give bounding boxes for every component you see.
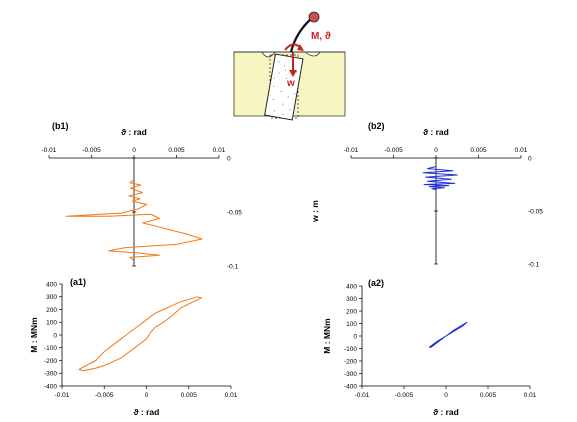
series-line-cyclic-response bbox=[65, 179, 203, 261]
y-tick-label: 200 bbox=[346, 308, 357, 315]
loading-arm bbox=[289, 17, 313, 53]
x-tick-label: -0.01 bbox=[355, 392, 370, 399]
x-tick-label: 0 bbox=[132, 147, 136, 154]
y-tick-label: 0 bbox=[227, 156, 231, 163]
y-tick-label: -200 bbox=[44, 358, 57, 365]
y-tick-label: 0 bbox=[353, 333, 357, 340]
displacement-arrowhead-icon bbox=[289, 70, 297, 77]
x-tick-label: -0.005 bbox=[384, 147, 403, 154]
moment-rotation-label: M, ϑ bbox=[311, 31, 331, 42]
y-tick-label: -300 bbox=[344, 371, 357, 378]
x-tick-label: -0.01 bbox=[42, 147, 57, 154]
displacement-label: w bbox=[286, 78, 295, 89]
rotation-arrowhead-icon bbox=[297, 44, 304, 51]
x-tick-label: 0 bbox=[145, 392, 149, 399]
y-tick-label: -0.05 bbox=[227, 210, 242, 217]
y-tick-label: -0.1 bbox=[227, 264, 239, 271]
x-axis-label: ϑ : rad bbox=[423, 127, 449, 137]
panel-label-b2: (b2) bbox=[368, 121, 385, 131]
y-tick-label: -300 bbox=[44, 371, 57, 378]
x-axis-label: ϑ : rad bbox=[433, 407, 459, 417]
y-axis-label: M : MNm bbox=[322, 318, 332, 354]
chart-a1: 400 300 200 100 0 -100 -200 -300 -400 -0.01 -0.005… bbox=[29, 281, 238, 417]
y-tick-label: 400 bbox=[46, 281, 57, 288]
panel-label-a2: (a2) bbox=[368, 278, 384, 288]
x-tick-label: 0 bbox=[444, 392, 448, 399]
panel-label-a1: (a1) bbox=[70, 277, 86, 287]
y-tick-label: -400 bbox=[344, 383, 357, 390]
y-tick-label: -200 bbox=[344, 358, 357, 365]
x-tick-label: 0.005 bbox=[480, 392, 497, 399]
x-tick-label: -0.005 bbox=[95, 392, 114, 399]
series-line-cyclic-response bbox=[422, 166, 458, 191]
y-tick-label: 300 bbox=[46, 294, 57, 301]
x-tick-label: -0.01 bbox=[55, 392, 70, 399]
chart-b1: -0.01 -0.005 0 0.005 0.01 ϑ : rad 0 -0.05 -0.1 bbox=[42, 127, 243, 271]
chart-a2: 400 300 200 100 0 -100 -200 -300 -400 -0.01 -0.005… bbox=[322, 283, 537, 417]
y-tick-label: -0.05 bbox=[528, 209, 543, 216]
y-tick-label: 200 bbox=[46, 307, 57, 314]
x-axis-label: ϑ : rad bbox=[134, 407, 160, 417]
x-tick-label: -0.005 bbox=[82, 147, 101, 154]
x-tick-label: 0.01 bbox=[225, 392, 238, 399]
panel-label-b1: (b1) bbox=[52, 121, 69, 131]
x-tick-label: 0.01 bbox=[515, 147, 528, 154]
y-tick-label: 100 bbox=[46, 320, 57, 327]
x-tick-label: 0.01 bbox=[524, 392, 537, 399]
y-tick-label: 100 bbox=[346, 321, 357, 328]
x-tick-label: 0.005 bbox=[168, 147, 185, 154]
y-tick-label: 0 bbox=[528, 156, 532, 163]
y-tick-label: 300 bbox=[346, 296, 357, 303]
y-tick-label: -100 bbox=[44, 345, 57, 352]
y-tick-label: 0 bbox=[53, 332, 57, 339]
x-tick-label: 0 bbox=[434, 147, 438, 154]
y-axis-label: w : m bbox=[310, 200, 320, 223]
caisson-diagram: M, ϑ w bbox=[233, 11, 346, 121]
x-tick-label: 0.01 bbox=[213, 147, 226, 154]
x-tick-label: 0.005 bbox=[470, 147, 487, 154]
y-tick-label: -100 bbox=[344, 346, 357, 353]
loading-point-knob bbox=[308, 11, 320, 23]
x-tick-label: -0.005 bbox=[395, 392, 414, 399]
x-tick-label: -0.01 bbox=[344, 147, 359, 154]
chart-b2: -0.01 -0.005 0 0.005 0.01 ϑ : rad 0 -0.05 -0.1 w … bbox=[310, 127, 543, 269]
x-axis-label: ϑ : rad bbox=[121, 127, 147, 137]
y-axis-label: M : MNm bbox=[29, 317, 39, 353]
x-tick-label: 0.005 bbox=[181, 392, 198, 399]
series-line-hysteresis bbox=[428, 321, 468, 348]
y-tick-label: -400 bbox=[44, 383, 57, 390]
y-tick-label: 400 bbox=[346, 283, 357, 290]
series-line-hysteresis bbox=[78, 296, 202, 372]
y-tick-label: -0.1 bbox=[528, 262, 540, 269]
